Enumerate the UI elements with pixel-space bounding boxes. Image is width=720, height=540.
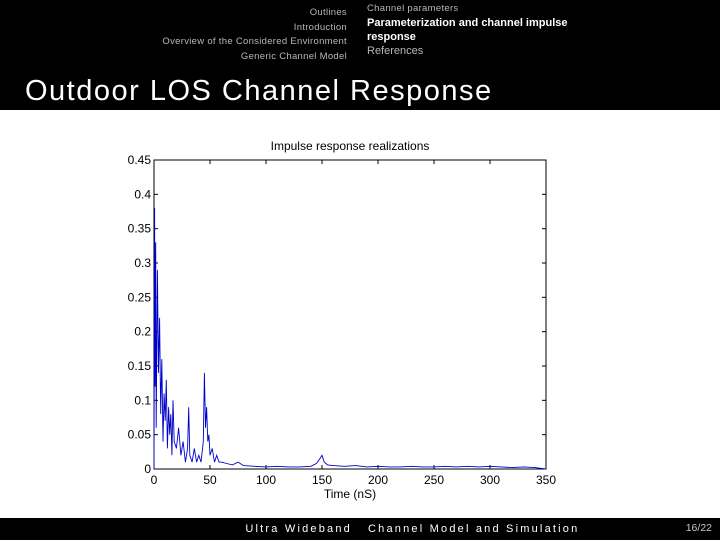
impulse-response-chart: Impulse response realizations 0 0.05 0.1 0.… (128, 139, 557, 501)
x-tick-label: 150 (312, 473, 332, 487)
y-axis: 0 0.05 0.1 0.15 0.2 0.25 0.3 0.35 0.4 0.45 (128, 153, 546, 476)
header-bar: Outlines Introduction Overview of the Co… (0, 0, 720, 72)
slide-title: Outdoor LOS Channel Response (25, 75, 493, 107)
x-axis-label: Time (nS) (324, 487, 376, 501)
x-tick-label: 100 (256, 473, 276, 487)
x-tick-label: 50 (203, 473, 217, 487)
y-tick-label: 0.25 (128, 290, 152, 304)
x-tick-label: 0 (151, 473, 158, 487)
x-axis: 0 50 100 150 200 250 300 350 (151, 160, 556, 487)
footer-bar: Ultra Wideband Channel Model and Simulat… (0, 518, 720, 540)
chart-title: Impulse response realizations (271, 139, 430, 153)
footer-author: Ultra Wideband (245, 523, 352, 535)
y-tick-label: 0.05 (128, 428, 152, 442)
nav-references[interactable]: References (367, 45, 424, 57)
x-tick-label: 250 (424, 473, 444, 487)
y-tick-label: 0.2 (134, 325, 151, 339)
page-number: 16/22 (685, 522, 712, 534)
y-tick-label: 0 (144, 462, 151, 476)
x-tick-label: 200 (368, 473, 388, 487)
y-tick-label: 0.4 (134, 187, 151, 201)
footer-title: Channel Model and Simulation (368, 523, 580, 535)
x-tick-label: 350 (536, 473, 556, 487)
y-tick-label: 0.3 (134, 256, 151, 270)
impulse-response-line (153, 208, 547, 470)
nav-outlines[interactable]: Outlines (309, 7, 347, 18)
header-nav-right: Channel parameters Parameterization and … (367, 0, 717, 72)
y-tick-label: 0.45 (128, 153, 152, 167)
y-tick-label: 0.35 (128, 222, 152, 236)
y-tick-label: 0.15 (128, 359, 152, 373)
nav-current-section[interactable]: Parameterization and channel impulse res… (367, 17, 568, 43)
plot-area (153, 159, 547, 470)
nav-overview[interactable]: Overview of the Considered Environment (162, 36, 347, 47)
nav-introduction[interactable]: Introduction (293, 21, 347, 33)
header-nav-left: Outlines Introduction Overview of the Co… (0, 0, 356, 72)
title-bar (0, 72, 720, 110)
x-tick-label: 300 (480, 473, 500, 487)
y-tick-label: 0.1 (134, 393, 151, 407)
nav-generic-channel-model[interactable]: Generic Channel Model (240, 50, 347, 62)
nav-channel-parameters[interactable]: Channel parameters (367, 3, 459, 14)
